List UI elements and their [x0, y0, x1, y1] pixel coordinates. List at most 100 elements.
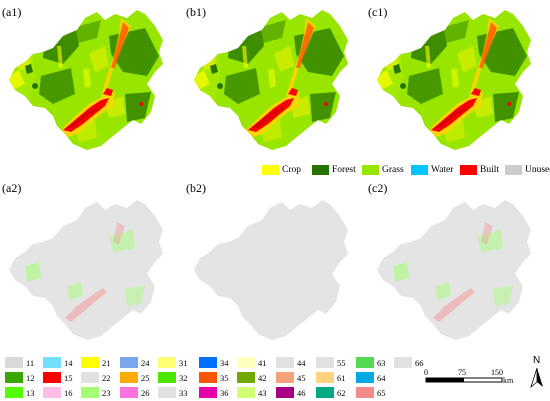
landuse-map-b1	[190, 6, 352, 156]
transition-code: 26	[141, 387, 150, 398]
legend-label: Unused	[525, 165, 550, 175]
transition-item-42: 42	[237, 372, 267, 383]
transition-swatch	[199, 357, 217, 368]
transition-code: 24	[141, 357, 150, 368]
transition-item-32: 32	[158, 372, 188, 383]
transition-item-13: 13	[5, 387, 35, 398]
transition-code: 55	[337, 357, 346, 368]
transition-code: 61	[337, 372, 346, 383]
legend-swatch	[312, 165, 329, 175]
transition-item-41: 41	[237, 357, 267, 368]
transition-swatch	[316, 372, 334, 383]
transition-item-14: 14	[43, 357, 73, 368]
change-map-a2	[5, 196, 167, 346]
transition-code: 36	[220, 387, 229, 398]
transition-code: 13	[26, 387, 35, 398]
transition-item-55: 55	[316, 357, 346, 368]
transition-item-46: 46	[276, 387, 306, 398]
transition-code: 21	[102, 357, 111, 368]
transition-code: 33	[179, 387, 188, 398]
transition-item-61: 61	[316, 372, 346, 383]
legend-swatch	[505, 165, 522, 175]
transition-swatch	[356, 357, 374, 368]
landuse-map-c1	[373, 6, 535, 156]
transition-swatch	[199, 387, 217, 398]
transition-item-16: 16	[43, 387, 73, 398]
transition-code: 14	[64, 357, 73, 368]
transition-code: 12	[26, 372, 35, 383]
legend-item-grass: Grass	[362, 165, 404, 175]
transition-swatch	[81, 357, 99, 368]
transition-item-66: 66	[394, 357, 424, 368]
transition-swatch	[158, 387, 176, 398]
transition-swatch	[276, 387, 294, 398]
transition-swatch	[394, 357, 412, 368]
transition-code: 34	[220, 357, 229, 368]
transition-swatch	[81, 387, 99, 398]
scale-tick-150: 150	[491, 368, 503, 377]
legend-label: Built	[480, 165, 500, 175]
legend-item-built: Built	[460, 165, 499, 175]
legend-swatch	[411, 165, 428, 175]
transition-swatch	[199, 372, 217, 383]
transition-swatch	[158, 372, 176, 383]
transition-code: 46	[297, 387, 306, 398]
legend-label: Water	[431, 165, 454, 175]
transition-item-63: 63	[356, 357, 386, 368]
transition-swatch	[43, 357, 61, 368]
change-map-c2	[373, 196, 535, 346]
transition-code: 25	[141, 372, 150, 383]
transition-item-26: 26	[120, 387, 150, 398]
transition-code: 63	[377, 357, 386, 368]
transition-swatch	[120, 387, 138, 398]
transition-item-64: 64	[356, 372, 386, 383]
scale-tick-75: 75	[458, 368, 466, 377]
panel-label-b1: (b1)	[186, 5, 206, 19]
north-label: N	[533, 355, 541, 366]
legend-item-unused: Unused	[505, 165, 550, 175]
transition-swatch	[5, 372, 23, 383]
transition-item-44: 44	[276, 357, 306, 368]
legend-item-forest: Forest	[312, 165, 356, 175]
transition-code: 22	[102, 372, 111, 383]
transition-item-36: 36	[199, 387, 229, 398]
transition-code: 35	[220, 372, 229, 383]
scale-tick-0: 0	[424, 368, 428, 377]
transition-code: 23	[102, 387, 111, 398]
transition-item-43: 43	[237, 387, 267, 398]
scale-unit: km	[503, 376, 514, 385]
panel-label-b2: (b2)	[186, 181, 206, 195]
transition-code: 65	[377, 387, 386, 398]
transition-item-33: 33	[158, 387, 188, 398]
transition-code: 41	[258, 357, 267, 368]
transition-item-62: 62	[316, 387, 346, 398]
transition-swatch	[276, 357, 294, 368]
panel-label-c1: (c1)	[368, 5, 388, 19]
transition-swatch	[43, 387, 61, 398]
transition-swatch	[356, 387, 374, 398]
transition-code: 64	[377, 372, 386, 383]
transition-code: 44	[297, 357, 306, 368]
transition-swatch	[237, 387, 255, 398]
legend-label: Forest	[332, 165, 356, 175]
transition-item-45: 45	[276, 372, 306, 383]
legend-item-water: Water	[411, 165, 453, 175]
transition-swatch	[237, 372, 255, 383]
transition-item-25: 25	[120, 372, 150, 383]
transition-swatch	[43, 372, 61, 383]
transition-swatch	[81, 372, 99, 383]
transition-item-24: 24	[120, 357, 150, 368]
transition-swatch	[316, 357, 334, 368]
north-arrow-icon	[530, 367, 543, 389]
transition-code: 31	[179, 357, 188, 368]
transition-swatch	[356, 372, 374, 383]
transition-item-12: 12	[5, 372, 35, 383]
transition-item-22: 22	[81, 372, 111, 383]
transition-code: 11	[26, 357, 35, 368]
transition-item-65: 65	[356, 387, 386, 398]
legend-swatch	[262, 165, 279, 175]
transition-swatch	[158, 357, 176, 368]
transition-swatch	[316, 387, 334, 398]
change-map-b2	[194, 200, 348, 340]
transition-item-23: 23	[81, 387, 111, 398]
